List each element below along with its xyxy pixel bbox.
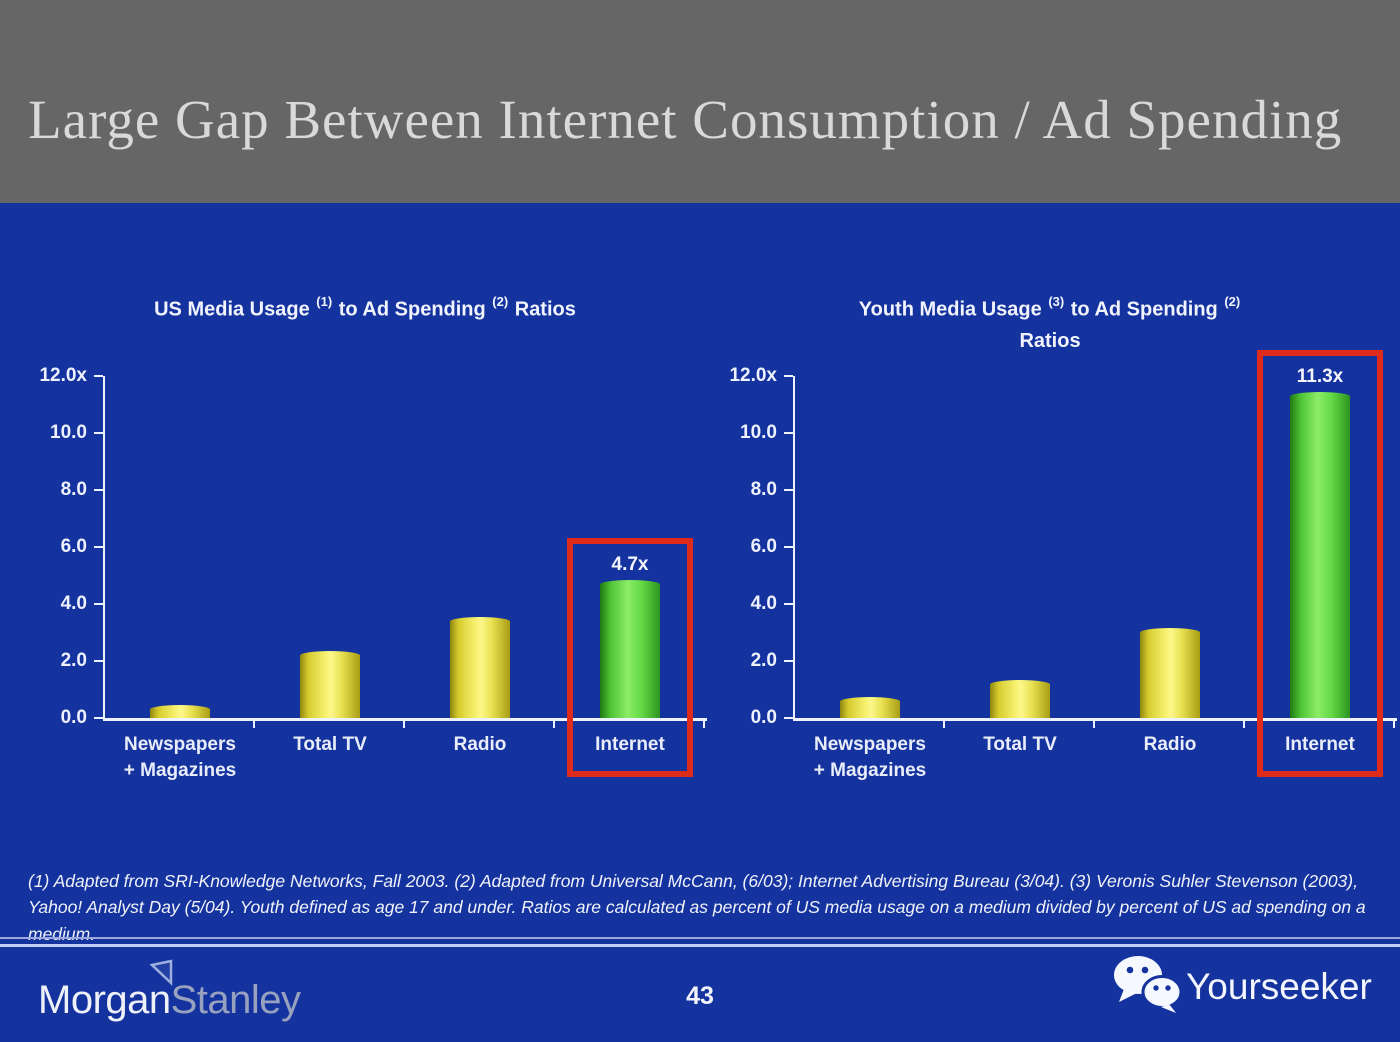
y-axis-tick — [784, 489, 793, 491]
page-title: Large Gap Between Internet Consumption /… — [28, 89, 1343, 150]
x-axis-line — [103, 718, 707, 721]
title-text: Ratios — [1019, 329, 1081, 352]
category-label-line: Internet — [595, 734, 665, 755]
x-axis-tick — [1093, 718, 1095, 728]
bar-total-tv — [990, 680, 1050, 718]
slide-header: Large Gap Between Internet Consumption /… — [0, 0, 1400, 203]
category-label-line: Internet — [1285, 734, 1355, 755]
x-axis-tick — [1393, 718, 1395, 728]
page-number: 43 — [686, 982, 714, 1010]
separator-line-bottom — [0, 944, 1400, 947]
x-axis-tick — [703, 718, 705, 728]
title-superscript: (2) — [492, 294, 509, 309]
bar-internet — [1290, 392, 1350, 718]
category-label: Internet — [1242, 732, 1398, 758]
highlight-box — [1257, 350, 1383, 777]
x-axis-tick — [403, 718, 405, 728]
category-label-line: + Magazines — [123, 759, 237, 781]
y-axis-tick — [784, 660, 793, 662]
category-label-line: Newspapers — [814, 734, 926, 755]
logo-text-morgan: Morgan — [38, 978, 171, 1022]
category-label: Radio — [402, 732, 558, 758]
title-superscript: (3) — [1048, 294, 1065, 309]
y-axis-tick — [94, 375, 103, 377]
y-axis-tick — [94, 546, 103, 548]
morgan-stanley-logo: MorganStanley — [38, 959, 301, 1023]
y-tick-label: 2.0 — [60, 650, 87, 671]
category-label: Internet — [552, 732, 708, 758]
y-axis-tick — [94, 603, 103, 605]
category-label-line: + Magazines — [813, 759, 927, 781]
category-label-line: Radio — [1143, 734, 1197, 755]
y-axis-tick — [784, 432, 793, 434]
title-text: US Media Usage — [154, 298, 316, 321]
watermark-text: Yourseeker — [1186, 966, 1372, 1007]
title-text: Ratios — [509, 298, 576, 321]
bar-total-tv — [300, 651, 360, 718]
category-label: Total TV — [942, 732, 1098, 758]
y-tick-label: 10.0 — [50, 422, 87, 443]
y-tick-label: 0.0 — [60, 707, 87, 728]
x-axis-tick — [1243, 718, 1245, 728]
category-label-line: Total TV — [983, 734, 1057, 755]
y-axis-line — [793, 376, 795, 721]
y-tick-label: 4.0 — [60, 593, 87, 614]
separator-line-top — [0, 937, 1400, 939]
bar-value-label: 11.3x — [1296, 366, 1344, 387]
logo-text-stanley: Stanley — [170, 978, 301, 1022]
y-axis-tick — [784, 603, 793, 605]
y-tick-label: 6.0 — [750, 536, 777, 557]
category-label: Total TV — [252, 732, 408, 758]
y-tick-label: 12.0x — [729, 365, 777, 386]
title-text: Youth Media Usage — [858, 298, 1048, 321]
chart-title: US Media Usage (1) to Ad Spending (2) Ra… — [80, 294, 650, 326]
y-tick-label: 4.0 — [750, 593, 777, 614]
category-label: Newspapers + Magazines — [792, 732, 948, 783]
y-axis-tick — [94, 717, 103, 719]
category-label: Newspapers + Magazines — [102, 732, 258, 783]
y-tick-label: 6.0 — [60, 536, 87, 557]
morgan-stanley-flag-icon — [149, 959, 173, 986]
y-axis-line — [103, 376, 105, 721]
y-axis-tick — [94, 432, 103, 434]
y-tick-label: 8.0 — [750, 479, 777, 500]
category-label-line: Total TV — [293, 734, 367, 755]
yourseeker-watermark: Yourseeker — [1112, 953, 1372, 1015]
x-axis-tick — [943, 718, 945, 728]
category-label-line: Newspapers — [124, 734, 236, 755]
x-axis-tick — [253, 718, 255, 728]
y-tick-label: 10.0 — [740, 422, 777, 443]
y-axis-tick — [784, 546, 793, 548]
title-text: to Ad Spending — [1065, 298, 1224, 321]
bar-newspapers-magazines — [150, 705, 210, 718]
footnote-text: (1) Adapted from SRI-Knowledge Networks,… — [28, 871, 1366, 944]
y-axis-tick — [94, 660, 103, 662]
y-tick-label: 12.0x — [39, 365, 87, 386]
y-axis-tick — [784, 717, 793, 719]
bar-value-label: 4.7x — [611, 554, 649, 575]
bar-newspapers-magazines — [840, 697, 900, 718]
category-label: Radio — [1092, 732, 1248, 758]
title-superscript: (1) — [316, 294, 333, 309]
y-axis-tick — [784, 375, 793, 377]
title-superscript: (2) — [1224, 294, 1241, 309]
wechat-icon — [1114, 956, 1183, 1013]
bar-radio — [450, 617, 510, 718]
x-axis-line — [793, 718, 1397, 721]
bar-internet — [600, 580, 660, 718]
y-axis-tick — [94, 489, 103, 491]
chart-title: Youth Media Usage (3) to Ad Spending (2)… — [795, 294, 1305, 357]
y-tick-label: 2.0 — [750, 650, 777, 671]
x-axis-tick — [553, 718, 555, 728]
title-text: to Ad Spending — [333, 298, 492, 321]
bar-radio — [1140, 628, 1200, 718]
category-label-line: Radio — [453, 734, 507, 755]
highlight-box — [567, 538, 693, 777]
y-tick-label: 8.0 — [60, 479, 87, 500]
y-tick-label: 0.0 — [750, 707, 777, 728]
